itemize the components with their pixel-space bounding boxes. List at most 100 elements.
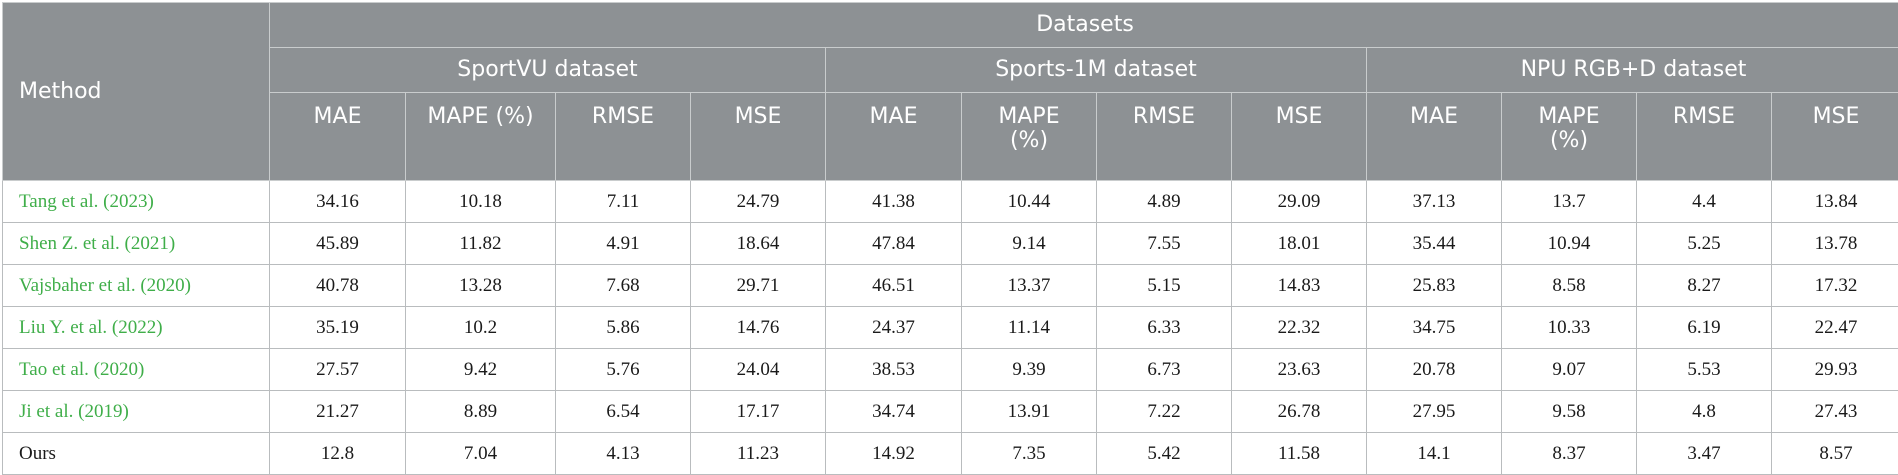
value-cell: 9.07 bbox=[1502, 349, 1637, 391]
value-cell: 45.89 bbox=[270, 223, 406, 265]
metric-header: MAE bbox=[826, 93, 962, 181]
citation-author[interactable]: Ji et al. ( bbox=[19, 401, 84, 422]
citation-close: ) bbox=[138, 359, 144, 380]
value-cell: 12.8 bbox=[270, 433, 406, 475]
value-cell: 22.32 bbox=[1232, 307, 1367, 349]
value-cell: 5.76 bbox=[556, 349, 691, 391]
value-cell: 4.4 bbox=[1637, 181, 1772, 223]
value-cell: 13.78 bbox=[1772, 223, 1898, 265]
value-cell: 3.47 bbox=[1637, 433, 1772, 475]
value-cell: 35.44 bbox=[1367, 223, 1502, 265]
method-header: Method bbox=[3, 3, 270, 181]
value-cell: 11.82 bbox=[406, 223, 556, 265]
metric-header: MAPE (%) bbox=[1502, 93, 1637, 181]
method-cell: Liu Y. et al. (2022) bbox=[3, 307, 270, 349]
value-cell: 7.04 bbox=[406, 433, 556, 475]
value-cell: 4.91 bbox=[556, 223, 691, 265]
value-cell: 7.55 bbox=[1097, 223, 1232, 265]
value-cell: 13.7 bbox=[1502, 181, 1637, 223]
value-cell: 22.47 bbox=[1772, 307, 1898, 349]
value-cell: 14.83 bbox=[1232, 265, 1367, 307]
value-cell: 27.57 bbox=[270, 349, 406, 391]
citation-year-link[interactable]: 2022 bbox=[118, 317, 156, 338]
value-cell: 5.15 bbox=[1097, 265, 1232, 307]
value-cell: 5.25 bbox=[1637, 223, 1772, 265]
method-cell: Tang et al. (2023) bbox=[3, 181, 270, 223]
value-cell: 14.1 bbox=[1367, 433, 1502, 475]
value-cell: 27.43 bbox=[1772, 391, 1898, 433]
value-cell: 40.78 bbox=[270, 265, 406, 307]
citation-year-link[interactable]: 2019 bbox=[84, 401, 122, 422]
value-cell: 11.23 bbox=[691, 433, 826, 475]
value-cell: 9.39 bbox=[962, 349, 1097, 391]
value-cell: 27.95 bbox=[1367, 391, 1502, 433]
citation-author[interactable]: Vajsbaher et al. ( bbox=[19, 275, 147, 296]
method-label: Ours bbox=[19, 443, 56, 464]
value-cell: 17.32 bbox=[1772, 265, 1898, 307]
method-cell: Ji et al. (2019) bbox=[3, 391, 270, 433]
value-cell: 6.19 bbox=[1637, 307, 1772, 349]
value-cell: 29.09 bbox=[1232, 181, 1367, 223]
value-cell: 10.44 bbox=[962, 181, 1097, 223]
value-cell: 35.19 bbox=[270, 307, 406, 349]
value-cell: 13.28 bbox=[406, 265, 556, 307]
value-cell: 9.14 bbox=[962, 223, 1097, 265]
value-cell: 10.94 bbox=[1502, 223, 1637, 265]
value-cell: 7.11 bbox=[556, 181, 691, 223]
value-cell: 29.71 bbox=[691, 265, 826, 307]
value-cell: 18.64 bbox=[691, 223, 826, 265]
value-cell: 13.37 bbox=[962, 265, 1097, 307]
value-cell: 13.91 bbox=[962, 391, 1097, 433]
citation-author[interactable]: Tang et al. ( bbox=[19, 191, 109, 212]
value-cell: 41.38 bbox=[826, 181, 962, 223]
value-cell: 7.35 bbox=[962, 433, 1097, 475]
citation-close: ) bbox=[122, 401, 128, 422]
value-cell: 34.75 bbox=[1367, 307, 1502, 349]
citation-year-link[interactable]: 2023 bbox=[109, 191, 147, 212]
citation-year-link[interactable]: 2020 bbox=[147, 275, 185, 296]
value-cell: 6.73 bbox=[1097, 349, 1232, 391]
group-header-sports1m: Sports-1M dataset bbox=[826, 48, 1367, 93]
method-cell: Vajsbaher et al. (2020) bbox=[3, 265, 270, 307]
value-cell: 18.01 bbox=[1232, 223, 1367, 265]
value-cell: 5.42 bbox=[1097, 433, 1232, 475]
citation-author[interactable]: Liu Y. et al. ( bbox=[19, 317, 118, 338]
value-cell: 29.93 bbox=[1772, 349, 1898, 391]
metric-header: RMSE bbox=[1637, 93, 1772, 181]
value-cell: 9.42 bbox=[406, 349, 556, 391]
value-cell: 17.17 bbox=[691, 391, 826, 433]
value-cell: 34.74 bbox=[826, 391, 962, 433]
value-cell: 24.04 bbox=[691, 349, 826, 391]
metric-header: RMSE bbox=[1097, 93, 1232, 181]
metric-header: MSE bbox=[691, 93, 826, 181]
value-cell: 9.58 bbox=[1502, 391, 1637, 433]
value-cell: 10.33 bbox=[1502, 307, 1637, 349]
value-cell: 21.27 bbox=[270, 391, 406, 433]
value-cell: 10.18 bbox=[406, 181, 556, 223]
citation-author[interactable]: Shen Z. et al. ( bbox=[19, 233, 131, 254]
citation-author[interactable]: Tao et al. ( bbox=[19, 359, 100, 380]
header-row-groups: SportVU dataset Sports-1M dataset NPU RG… bbox=[3, 48, 1898, 93]
value-cell: 8.58 bbox=[1502, 265, 1637, 307]
value-cell: 38.53 bbox=[826, 349, 962, 391]
value-cell: 11.58 bbox=[1232, 433, 1367, 475]
citation-year-link[interactable]: 2020 bbox=[100, 359, 138, 380]
method-cell: Tao et al. (2020) bbox=[3, 349, 270, 391]
value-cell: 13.84 bbox=[1772, 181, 1898, 223]
group-header-sportvu: SportVU dataset bbox=[270, 48, 826, 93]
value-cell: 4.13 bbox=[556, 433, 691, 475]
metric-header: MAE bbox=[270, 93, 406, 181]
value-cell: 8.37 bbox=[1502, 433, 1637, 475]
value-cell: 11.14 bbox=[962, 307, 1097, 349]
citation-close: ) bbox=[147, 191, 153, 212]
citation-year-link[interactable]: 2021 bbox=[131, 233, 169, 254]
value-cell: 4.8 bbox=[1637, 391, 1772, 433]
